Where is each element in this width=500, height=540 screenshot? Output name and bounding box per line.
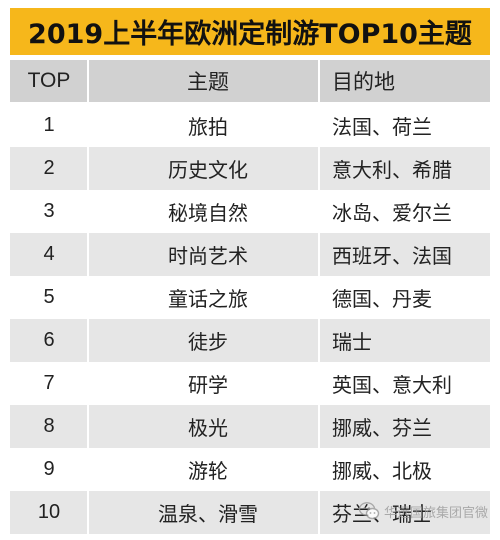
- column-divider: [87, 448, 89, 491]
- theme-cell: 旅拍: [188, 115, 228, 139]
- column-divider: [318, 147, 320, 190]
- theme-cell: 温泉、滑雪: [158, 502, 258, 526]
- destination-cell: 芬兰、瑞士: [332, 502, 432, 526]
- theme-cell: 童话之旅: [168, 287, 248, 311]
- rank-cell: 3: [43, 200, 55, 222]
- rank-cell: 10: [37, 501, 61, 523]
- theme-cell: 历史文化: [168, 158, 248, 182]
- rank-cell: 9: [43, 458, 55, 480]
- column-divider: [318, 405, 320, 448]
- destination-cell: 英国、意大利: [332, 373, 452, 397]
- column-header-theme: 主题: [187, 70, 229, 94]
- column-divider: [87, 405, 89, 448]
- theme-cell: 极光: [188, 416, 228, 440]
- theme-cell: 秘境自然: [168, 201, 248, 225]
- column-divider: [318, 276, 320, 319]
- destination-cell: 德国、丹麦: [332, 287, 432, 311]
- watermark: 华远国旅集团官微: [358, 500, 488, 522]
- table-row: 6 徒步 瑞士: [10, 319, 490, 362]
- ranking-table: TOP 主题 目的地 1 旅拍 法国、荷兰 2 历史文化 意大利、希腊 3 秘境…: [10, 60, 490, 534]
- destination-cell: 冰岛、爱尔兰: [332, 201, 452, 225]
- rank-cell: 4: [43, 243, 55, 265]
- page-title: 2019上半年欧洲定制游TOP10主题: [28, 19, 472, 50]
- rank-cell: 6: [43, 329, 55, 351]
- theme-cell: 时尚艺术: [168, 244, 248, 268]
- column-divider: [87, 233, 89, 276]
- rank-cell: 1: [43, 114, 55, 136]
- column-header-rank: TOP: [27, 69, 71, 92]
- title-banner: 2019上半年欧洲定制游TOP10主题: [10, 8, 490, 55]
- column-divider: [87, 147, 89, 190]
- destination-cell: 法国、荷兰: [332, 115, 432, 139]
- wechat-icon: [358, 500, 380, 522]
- column-header-destination: 目的地: [332, 70, 395, 94]
- table-row: 10 温泉、滑雪 芬兰、瑞士: [10, 491, 490, 534]
- destination-cell: 西班牙、法国: [332, 244, 452, 268]
- table-row: 5 童话之旅 德国、丹麦: [10, 276, 490, 319]
- column-divider: [318, 319, 320, 362]
- destination-cell: 意大利、希腊: [332, 158, 452, 182]
- table-row: 9 游轮 挪威、北极: [10, 448, 490, 491]
- column-divider: [318, 190, 320, 233]
- column-divider: [87, 362, 89, 405]
- table-row: 8 极光 挪威、芬兰: [10, 405, 490, 448]
- theme-cell: 徒步: [188, 330, 228, 354]
- column-divider: [87, 491, 89, 534]
- column-divider: [87, 60, 89, 102]
- theme-cell: 研学: [188, 373, 228, 397]
- column-divider: [318, 60, 320, 102]
- table-row: 2 历史文化 意大利、希腊: [10, 147, 490, 190]
- column-divider: [318, 233, 320, 276]
- destination-cell: 挪威、北极: [332, 459, 432, 483]
- table-row: 1 旅拍 法国、荷兰: [10, 104, 490, 147]
- watermark-text: 华远国旅集团官微: [383, 505, 488, 521]
- table-row: 3 秘境自然 冰岛、爱尔兰: [10, 190, 490, 233]
- rank-cell: 5: [43, 286, 55, 308]
- table-header-row: TOP 主题 目的地: [10, 60, 490, 102]
- column-divider: [318, 362, 320, 405]
- rank-cell: 7: [43, 372, 55, 394]
- destination-cell: 瑞士: [332, 330, 372, 354]
- column-divider: [318, 104, 320, 147]
- rank-cell: 2: [43, 157, 55, 179]
- table-row: 7 研学 英国、意大利: [10, 362, 490, 405]
- column-divider: [87, 276, 89, 319]
- column-divider: [87, 104, 89, 147]
- column-divider: [318, 448, 320, 491]
- column-divider: [87, 319, 89, 362]
- rank-cell: 8: [43, 415, 55, 437]
- column-divider: [87, 190, 89, 233]
- table-row: 4 时尚艺术 西班牙、法国: [10, 233, 490, 276]
- destination-cell: 挪威、芬兰: [332, 416, 432, 440]
- column-divider: [318, 491, 320, 534]
- theme-cell: 游轮: [188, 459, 228, 483]
